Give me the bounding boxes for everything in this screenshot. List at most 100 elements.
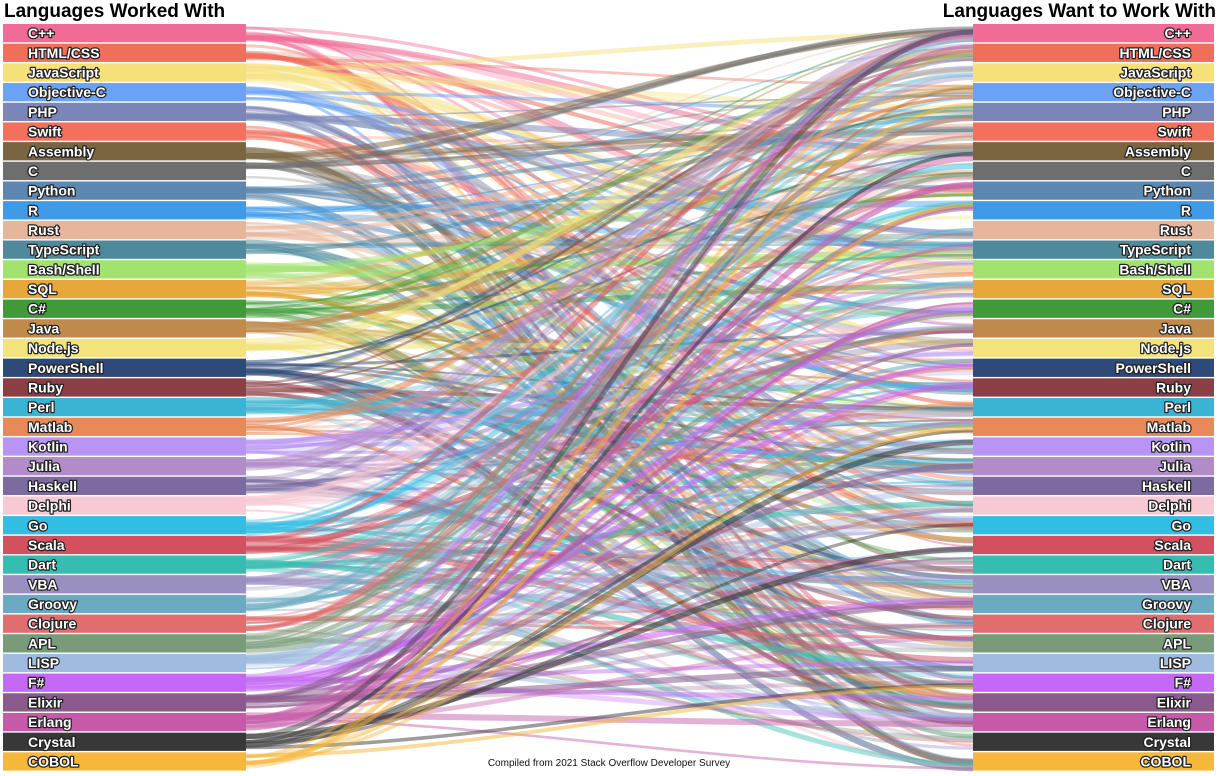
right-label-swift: Swift bbox=[1158, 124, 1192, 140]
left-label-julia: Julia bbox=[28, 458, 60, 474]
left-label-php: PHP bbox=[28, 104, 57, 120]
flow-cobol-to-java bbox=[245, 324, 974, 767]
right-bar-haskell bbox=[973, 476, 1214, 496]
flow-objective-c-to-rust bbox=[245, 90, 974, 236]
left-label-erlang: Erlang bbox=[28, 714, 72, 730]
right-label-sql: SQL bbox=[1162, 281, 1191, 297]
left-label-powershell: PowerShell bbox=[28, 360, 103, 376]
flow-powershell-to-cobol bbox=[245, 368, 974, 772]
right-bar-assembly bbox=[973, 142, 1214, 161]
flow-kotlin-to-kotlin bbox=[245, 441, 974, 447]
right-bar-lisp bbox=[973, 653, 1214, 673]
left-bar-groovy bbox=[3, 594, 246, 614]
left-title: Languages Worked With bbox=[4, 1, 225, 22]
left-bar-assembly bbox=[3, 142, 246, 161]
flow-delphi-to-sql bbox=[245, 294, 974, 501]
left-bar-python bbox=[3, 181, 246, 200]
flow-java-to-delphi bbox=[245, 329, 974, 514]
left-bar-lisp bbox=[3, 653, 246, 673]
flow-html-css-to-rust bbox=[245, 55, 974, 240]
left-label-c: C bbox=[28, 163, 38, 179]
flow-apl-to-c bbox=[245, 30, 974, 644]
flow-scala-to-c bbox=[245, 33, 974, 543]
flow-rust-to-swift bbox=[245, 123, 974, 237]
left-bar-c bbox=[3, 24, 246, 43]
left-label-node-js: Node.js bbox=[28, 340, 79, 356]
flow-delphi-to-c bbox=[245, 31, 974, 503]
flow-python-to-objective-c bbox=[245, 92, 974, 191]
flow-lisp-to-sql bbox=[245, 283, 974, 660]
left-label-elixir: Elixir bbox=[28, 694, 63, 710]
right-title: Languages Want to Work With bbox=[943, 1, 1216, 22]
left-bar-cobol bbox=[3, 752, 246, 771]
left-label-rust: Rust bbox=[28, 222, 59, 238]
right-label-erlang: Erlang bbox=[1147, 714, 1191, 730]
flow-go-to-objective-c bbox=[245, 97, 974, 523]
flow-elixir-to-groovy bbox=[245, 603, 974, 708]
right-label-haskell: Haskell bbox=[1142, 478, 1191, 494]
right-bar-ruby bbox=[973, 378, 1214, 397]
flow-dart-to-lisp bbox=[245, 560, 974, 672]
left-label-typescript: TypeScript bbox=[28, 242, 100, 258]
right-bar-matlab bbox=[973, 417, 1214, 436]
right-label-objective-c: Objective-C bbox=[1113, 84, 1191, 100]
flow-swift-to-node-js bbox=[245, 132, 974, 352]
left-label-groovy: Groovy bbox=[28, 596, 77, 612]
left-label-apl: APL bbox=[28, 635, 56, 651]
flow-objective-c-to-powershell bbox=[245, 97, 974, 367]
right-bar-groovy bbox=[973, 594, 1214, 614]
left-bar-kotlin bbox=[3, 437, 246, 456]
flow-haskell-to-node-js bbox=[245, 338, 974, 491]
flow-c-to-typescript bbox=[245, 253, 974, 312]
flow-c-to-c bbox=[245, 26, 974, 169]
flow-node-js-to-html-css bbox=[245, 46, 974, 351]
left-bar-javascript bbox=[3, 63, 246, 82]
flow-perl-to-c bbox=[245, 173, 974, 408]
left-label-swift: Swift bbox=[28, 124, 62, 140]
flow-lisp-to-kotlin bbox=[245, 450, 974, 670]
left-label-perl: Perl bbox=[28, 399, 54, 415]
flow-cobol-to-r bbox=[245, 202, 974, 766]
flow-python-to-typescript bbox=[245, 187, 974, 248]
flow-objective-c-to-sql bbox=[245, 97, 974, 287]
flow-lisp-to-go bbox=[245, 515, 974, 665]
right-bar-delphi bbox=[973, 496, 1214, 515]
right-bar-html-css bbox=[973, 43, 1214, 62]
right-bar-scala bbox=[973, 535, 1214, 555]
left-bar-swift bbox=[3, 122, 246, 141]
flow-haskell-to-groovy bbox=[245, 487, 974, 606]
right-label-clojure: Clojure bbox=[1143, 616, 1191, 632]
left-bar-julia bbox=[3, 457, 246, 476]
left-label-scala: Scala bbox=[28, 537, 65, 553]
right-bar-swift bbox=[973, 122, 1214, 141]
flow-groovy-to-c bbox=[245, 38, 974, 611]
left-bar-bash-shell bbox=[3, 260, 246, 279]
flow-c-to-objective-c bbox=[245, 87, 974, 169]
flow-kotlin-to-javascript bbox=[245, 67, 974, 448]
right-bar-dart bbox=[973, 555, 1214, 574]
right-label-dart: Dart bbox=[1163, 557, 1191, 573]
flow-delphi-to-swift bbox=[245, 132, 974, 502]
left-label-delphi: Delphi bbox=[28, 498, 71, 514]
flow-vba-to-bash-shell bbox=[245, 263, 974, 589]
right-label-vba: VBA bbox=[1161, 576, 1191, 592]
flow-crystal-to-c bbox=[245, 29, 974, 740]
right-label-node-js: Node.js bbox=[1140, 340, 1191, 356]
flow-java-to-c bbox=[245, 34, 974, 327]
left-label-javascript: JavaScript bbox=[28, 65, 99, 81]
flow-julia-to-julia bbox=[245, 461, 974, 474]
flow-rust-to-php bbox=[245, 109, 974, 231]
left-label-kotlin: Kotlin bbox=[28, 439, 68, 455]
flow-erlang-to-ruby bbox=[245, 384, 974, 725]
right-label-ruby: Ruby bbox=[1156, 379, 1191, 395]
right-label-kotlin: Kotlin bbox=[1151, 439, 1191, 455]
right-bar-crystal bbox=[973, 732, 1214, 751]
left-bar-elixir bbox=[3, 693, 246, 712]
right-label-bash-shell: Bash/Shell bbox=[1119, 261, 1191, 277]
flow-go-to-haskell bbox=[245, 480, 974, 533]
left-bar-perl bbox=[3, 398, 246, 417]
right-bar-f bbox=[973, 673, 1214, 692]
left-bar-html-css bbox=[3, 43, 246, 62]
flow-html-css-to-python bbox=[245, 55, 974, 193]
